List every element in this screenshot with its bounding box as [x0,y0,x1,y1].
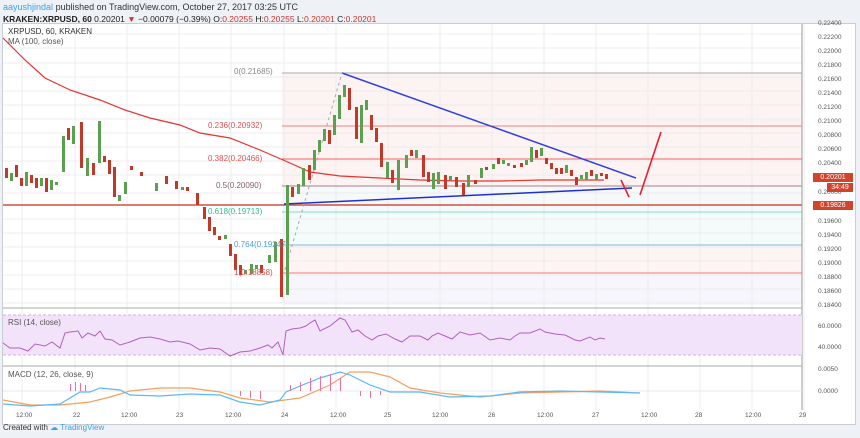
open-value: 0.20255 [222,14,253,24]
change: −0.00079 (−0.39%) [138,14,211,24]
macd-legend: MACD (12, 26, close, 9) [8,370,94,379]
fib-label-236: 0.236(0.20932) [208,121,263,130]
last-price: 0.20201 [94,14,125,24]
cloud-logo-icon: ☁ [50,423,59,432]
symbol-line: KRAKEN:XRPUSD, 60 0.20201 ▼ −0.00079 (−0… [3,14,377,24]
rsi-legend: RSI (14, close) [8,318,61,327]
publish-info: aayushjindal published on TradingView.co… [3,2,298,12]
high-value: 0.20255 [263,14,295,24]
fib-label-382: 0.382(0.20466) [208,154,263,163]
ma-legend: MA (100, close) [8,37,64,46]
fib-label-5: 0.5(0.20090) [216,181,262,190]
created-with: Created with [3,423,48,432]
fib-label-764: 0.764(0.19247) [234,240,289,249]
support-price-box: 0.19826 [813,201,853,210]
tradingview-link[interactable]: TradingView [60,423,105,432]
close-value: 0.20201 [345,14,377,24]
low-value: 0.20201 [304,14,335,24]
down-arrow-icon: ▼ [127,14,136,24]
publish-text: published on TradingView.com, October 27… [55,2,299,12]
fib-label-1: 1(0.18858) [234,268,273,277]
last-price-box: 0.20201 [813,173,853,182]
footer: Created with ☁ TradingView [3,423,104,432]
fib-label-618: 0.618(0.19713) [208,207,263,216]
chart-legend-title: XRPUSD, 60, KRAKEN [8,27,93,36]
author-link[interactable]: aayushjindal [3,2,54,12]
symbol: KRAKEN:XRPUSD, 60 [3,14,92,24]
countdown-box: 34:49 [827,183,853,192]
fib-label-0: 0(0.21685) [234,67,273,76]
